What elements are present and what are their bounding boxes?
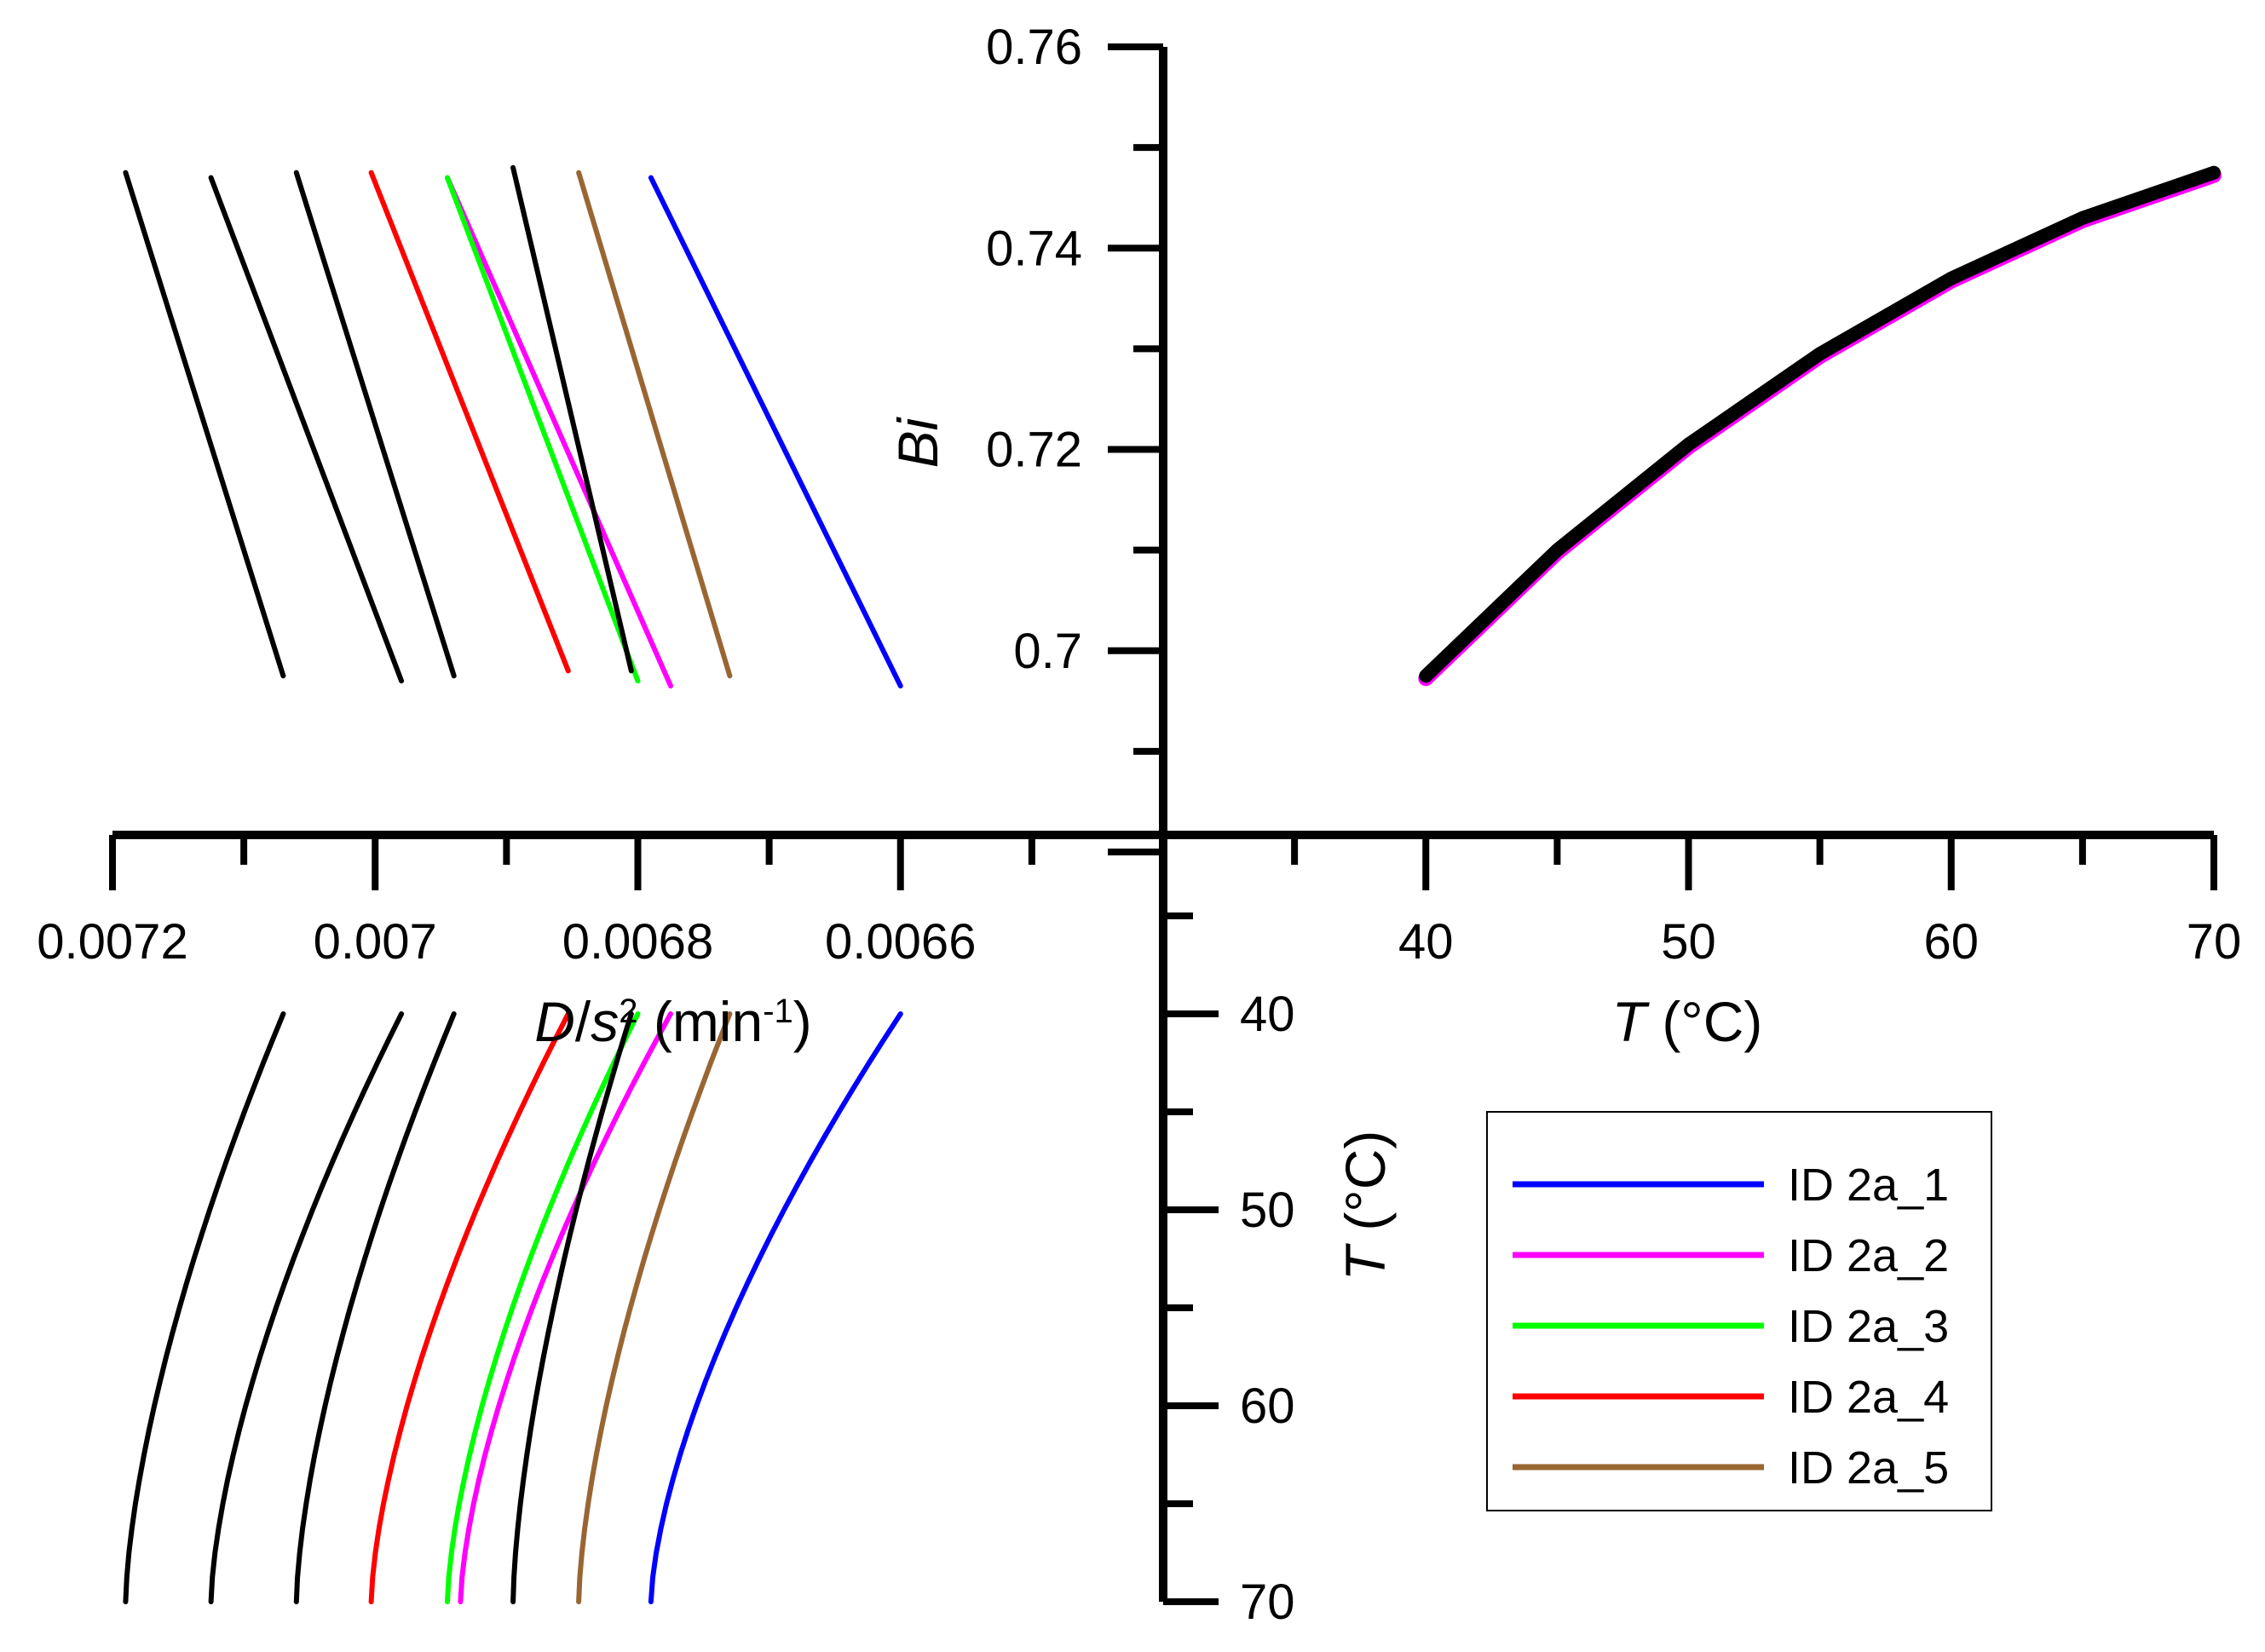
legend: ID 2a_1 ID 2a_2 ID 2a_3 ID 2a_4 ID 2a_5: [1486, 1111, 1992, 1511]
lower-left-curve-ID-2a_4: [368, 1011, 571, 1604]
bi-vs-t-curve: [1419, 165, 2221, 683]
lower-left-curve-black-3: [293, 1011, 457, 1604]
ds2-title-s: s: [591, 990, 619, 1053]
ds2-tick-label: 0.0068: [562, 914, 713, 970]
t-right-title-var: T: [1612, 990, 1651, 1053]
upper-left-line-ID-2a_5: [576, 170, 733, 679]
upper-left-line-ID-2a_2: [445, 175, 674, 689]
legend-label: ID 2a_2: [1788, 1230, 1949, 1281]
lower-left-curve-ID-2a_3: [445, 1011, 641, 1604]
ds2-title-close: ): [793, 990, 812, 1053]
t-right-tick-label: 70: [2187, 914, 2242, 970]
t-down-title-unit: (°C): [1334, 1131, 1397, 1246]
t-down-title-var: T: [1334, 1242, 1397, 1281]
legend-label: ID 2a_1: [1788, 1160, 1949, 1211]
legend-label: ID 2a_4: [1788, 1372, 1949, 1423]
bi-vs-t-curve-shadow: [1418, 167, 2222, 687]
lower-left-curve-ID-2a_1: [648, 1011, 903, 1604]
bi-axis-title: Bi: [886, 416, 949, 468]
ds2-title-sup: 2: [619, 993, 637, 1030]
bi-tick-label: 0.7: [1013, 624, 1082, 679]
t-down-tick-label: 50: [1240, 1183, 1295, 1238]
upper-left-line-ID-2a_3: [445, 175, 641, 684]
t-down-axis-title: T (°C): [1334, 1131, 1397, 1281]
ds2-tick-label: 0.007: [314, 914, 437, 970]
t-right-tick-label: 40: [1398, 914, 1454, 970]
upper-left-line-black-4: [510, 164, 634, 674]
t-down-tick-label: 40: [1240, 987, 1295, 1042]
lower-left-curve-black-2: [208, 1011, 405, 1604]
upper-left-line-black-1: [123, 170, 286, 679]
bi-tick-label: 0.74: [986, 221, 1082, 276]
ds2-tick-label: 0.0072: [37, 914, 187, 970]
t-down-tick-label: 60: [1240, 1379, 1295, 1434]
t-right-title-unit: (°C): [1646, 990, 1762, 1053]
ds2-axis-title: D/s2 (min-1): [534, 990, 812, 1053]
upper-left-line-black-2: [208, 175, 405, 684]
legend-label: ID 2a_5: [1788, 1442, 1949, 1494]
lower-left-curve-black-4: [510, 1011, 634, 1604]
ds2-tick-label: 0.0066: [825, 914, 976, 970]
upper-left-line-ID-2a_4: [368, 170, 571, 674]
ds2-title-unit-sup: -1: [763, 993, 793, 1030]
lower-left-curve-ID-2a_5: [576, 1011, 733, 1604]
curves-layer: [123, 164, 2222, 1604]
legend-label: ID 2a_3: [1788, 1301, 1949, 1352]
bi-tick-label: 0.72: [986, 423, 1082, 478]
upper-left-line-black-3: [293, 170, 457, 679]
upper-left-line-ID-2a_1: [648, 175, 903, 689]
t-right-tick-label: 50: [1661, 914, 1716, 970]
axes-layer: [109, 43, 2217, 1605]
t-right-tick-label: 60: [1923, 914, 1979, 970]
ds2-title-D: D: [534, 990, 575, 1053]
t-right-axis-title: T (°C): [1612, 990, 1763, 1053]
tick-labels-layer: 0.7 0.72 0.74 0.76 40 50 60 70 0.0072 0.007 0.0068…: [37, 20, 2241, 1630]
legend-entries: ID 2a_1 ID 2a_2 ID 2a_3 ID 2a_4 ID 2a_5: [1513, 1160, 1949, 1494]
t-down-tick-label: 70: [1240, 1574, 1295, 1630]
ds2-title-unit: (min: [638, 990, 764, 1053]
lower-left-curve-black-1: [123, 1011, 286, 1604]
lower-left-curve-ID-2a_2: [458, 1011, 673, 1604]
ds2-title-slash: /: [575, 990, 591, 1053]
bi-tick-label: 0.76: [986, 20, 1082, 75]
legend-box: [1486, 1111, 1992, 1511]
